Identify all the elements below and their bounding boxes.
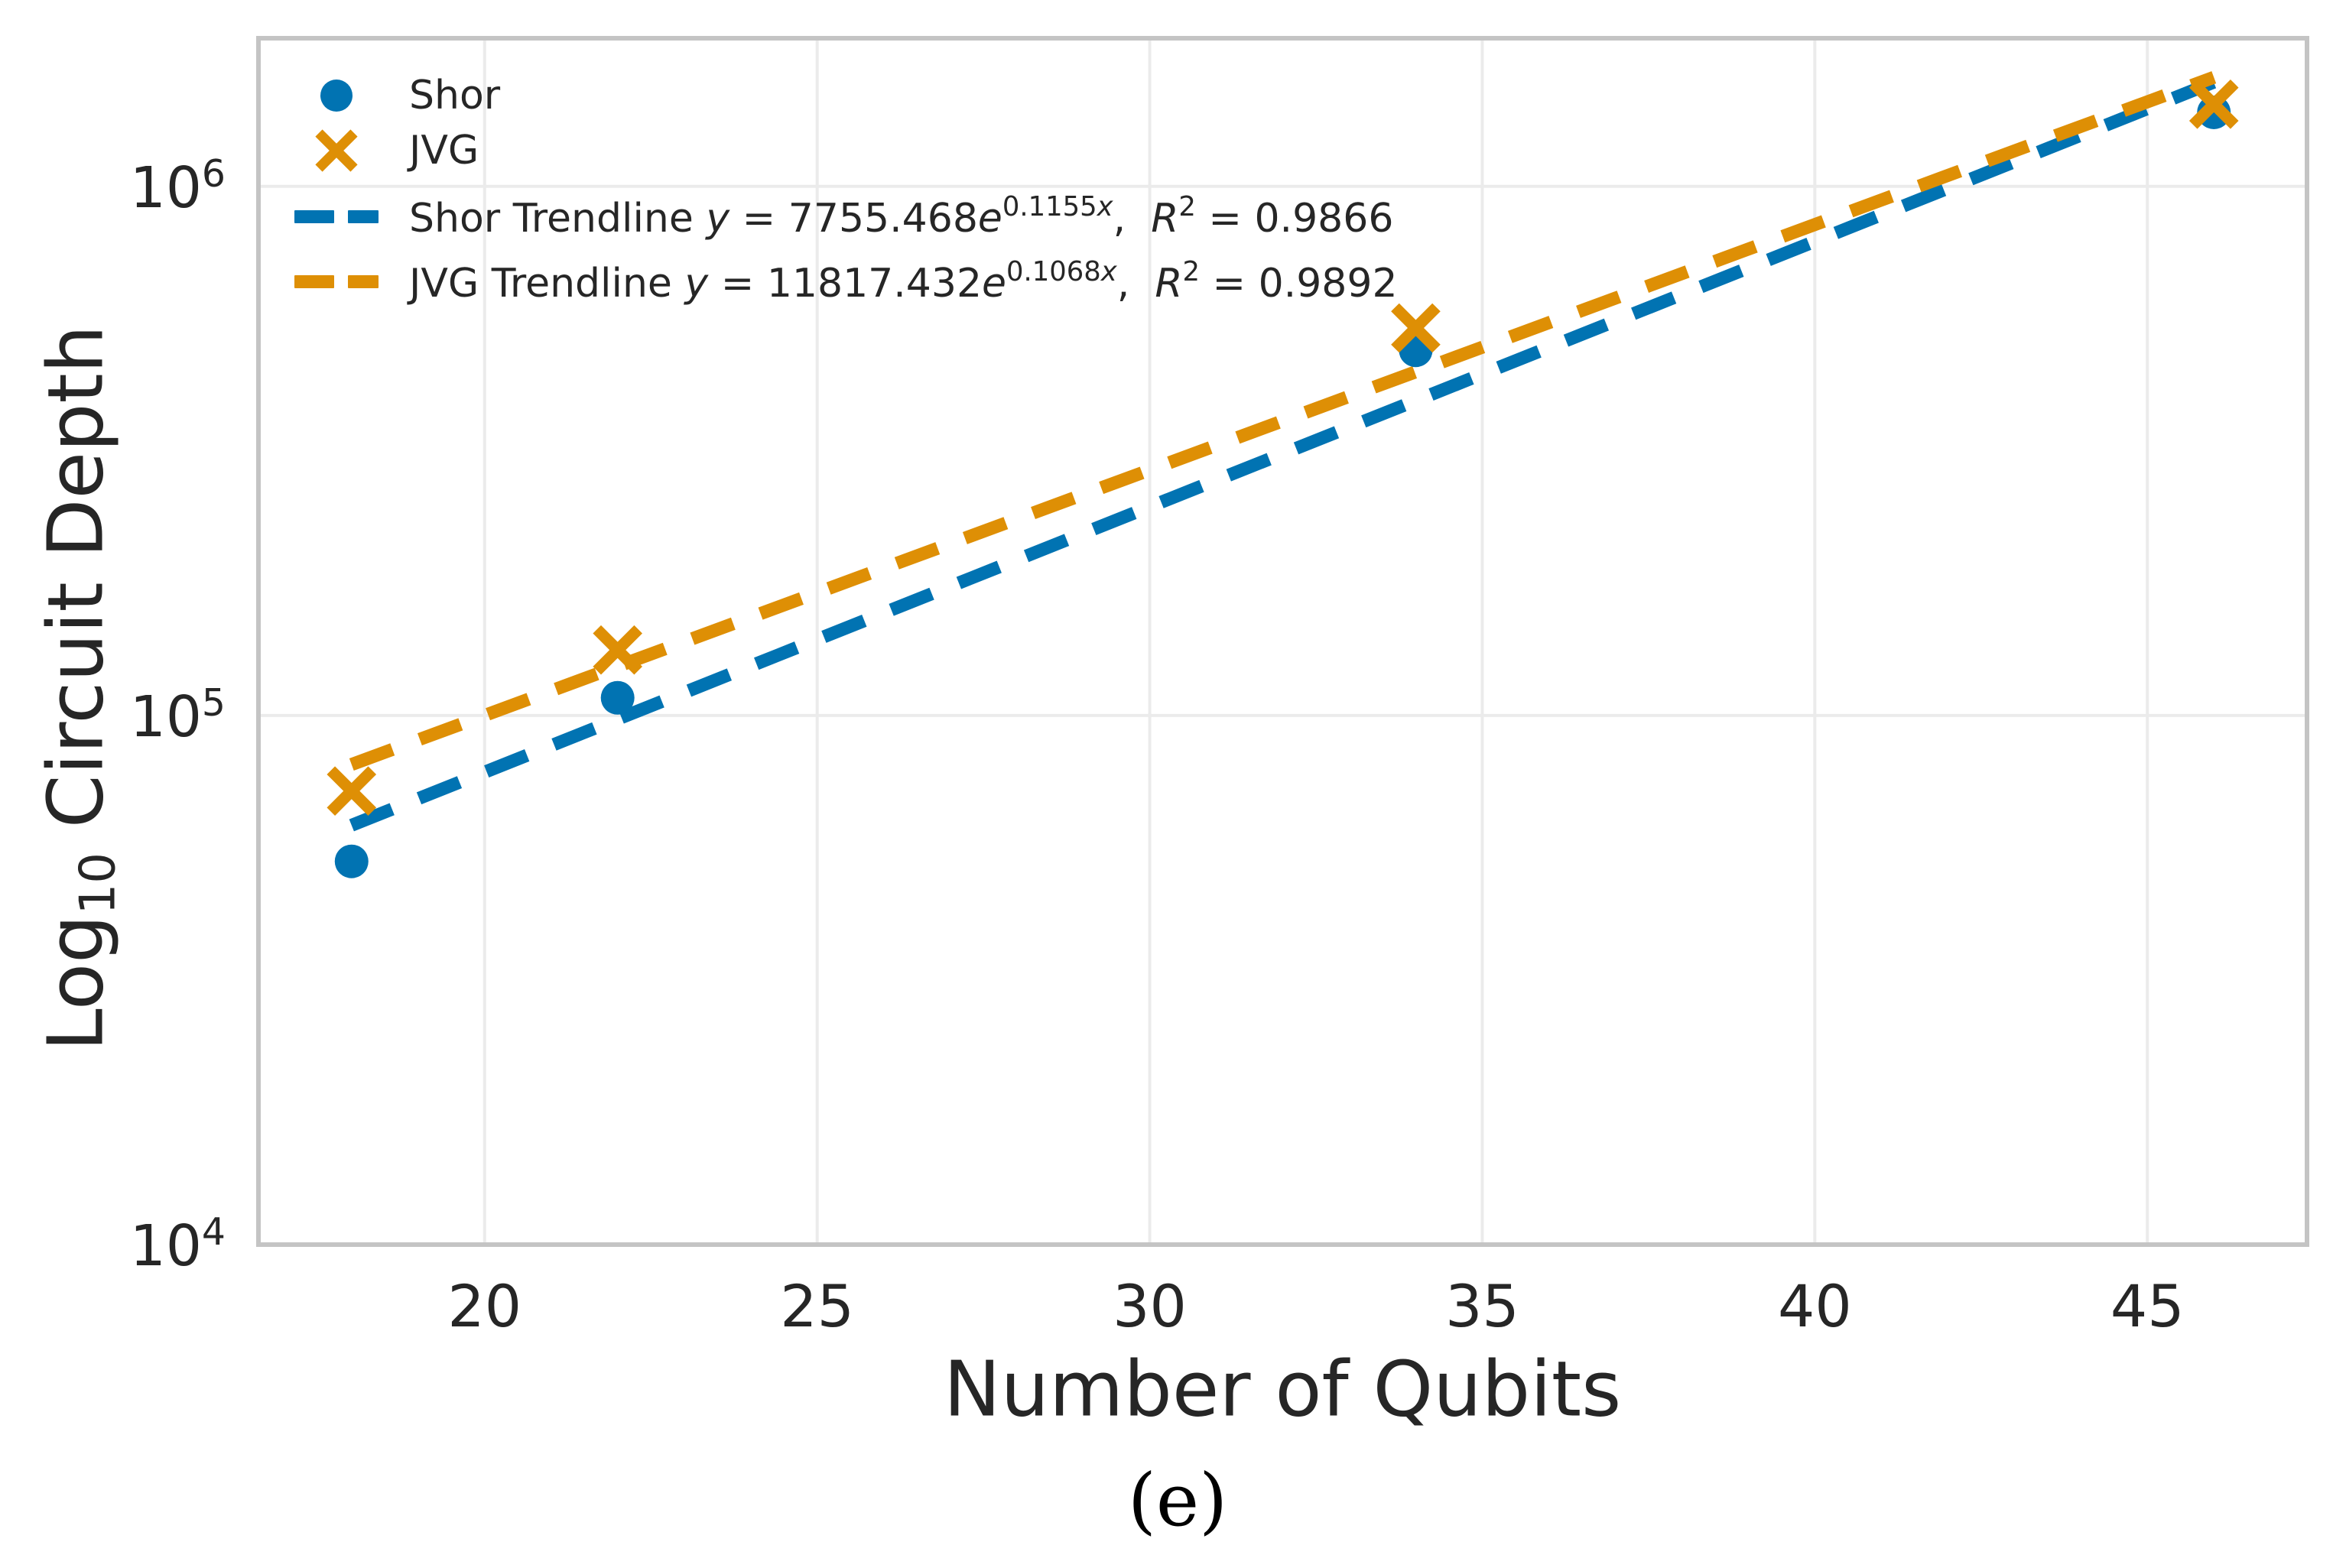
jvg-point xyxy=(1391,303,1441,353)
x-tick-label: 40 xyxy=(1777,1272,1852,1340)
legend-item-jvg: JVG xyxy=(294,120,479,181)
jvg-point xyxy=(593,625,642,675)
x-tick-label: 30 xyxy=(1113,1272,1187,1340)
x-tick-label: 20 xyxy=(447,1272,522,1340)
shor-point xyxy=(2197,95,2231,129)
y-tick-label: 106 xyxy=(129,151,226,221)
shor-trendline-line xyxy=(349,76,2217,832)
legend-label-jvg: JVG xyxy=(409,128,479,174)
legend-item-jvg-trendline: JVG Trendline y = 11817.432e0.1068x, R2 … xyxy=(294,251,1398,312)
figure-caption: (e) xyxy=(1127,1459,1228,1543)
legend-label-jvg-trendline: JVG Trendline y = 11817.432e0.1068x, R2 … xyxy=(409,255,1398,307)
y-tick-label: 104 xyxy=(129,1210,226,1279)
x-tick-label: 25 xyxy=(780,1272,854,1340)
y-axis-label: Log10 Circuit Depth xyxy=(31,324,127,1052)
legend-item-shor-trendline: Shor Trendline y = 7755.468e0.1155x, R2 … xyxy=(294,186,1393,247)
x-tick-label: 35 xyxy=(1445,1272,1519,1340)
legend-label-shor-trendline: Shor Trendline y = 7755.468e0.1155x, R2 … xyxy=(409,190,1394,242)
x-tick-label: 45 xyxy=(2110,1272,2185,1340)
shor-point xyxy=(334,844,369,878)
jvg-point xyxy=(327,766,377,816)
legend-item-shor: Shor xyxy=(294,65,500,126)
legend-label-shor: Shor xyxy=(409,73,501,118)
shor-marker-icon xyxy=(294,65,379,126)
jvg-point xyxy=(2188,79,2239,129)
jvg-trendline-dash-icon xyxy=(294,251,379,312)
legend: Shor JVG Shor Trendline y = 7755.468e0.1… xyxy=(294,65,1594,386)
jvg-marker-icon xyxy=(294,120,379,181)
y-tick-label: 105 xyxy=(129,680,226,750)
shor-point xyxy=(600,680,635,715)
shor-trendline-dash-icon xyxy=(294,186,379,247)
jvg-trendline-line xyxy=(349,71,2217,771)
plot-border xyxy=(256,36,2309,1247)
x-axis-label: Number of Qubits xyxy=(943,1344,1622,1434)
